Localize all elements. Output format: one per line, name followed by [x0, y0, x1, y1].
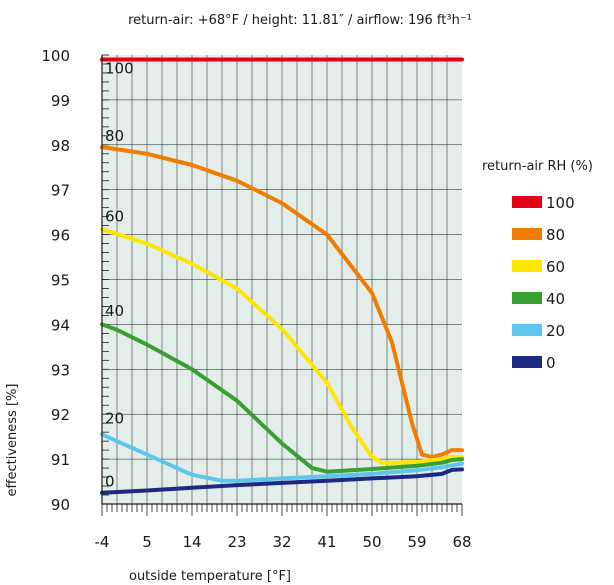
legend-label-80: 80: [546, 226, 565, 244]
line-label-0: 0: [105, 473, 115, 491]
line-label-60: 60: [105, 208, 124, 226]
line-label-80: 80: [105, 127, 124, 145]
x-tick-label: 50: [362, 533, 381, 551]
x-tick-label: 23: [227, 533, 246, 551]
legend-title: return-air RH (%): [482, 159, 593, 174]
legend: 100 80 60 40 20 0: [512, 194, 575, 372]
x-tick-label: 59: [407, 533, 426, 551]
line-label-100: 100: [105, 59, 134, 77]
legend-label-40: 40: [546, 290, 565, 308]
y-tick-label: 99: [51, 92, 70, 110]
series-layer: 100 80 60 40 20 0: [100, 57, 464, 495]
x-axis-title: outside temperature [°F]: [129, 569, 291, 584]
y-tick-label: 93: [51, 361, 70, 379]
y-tick-label: 90: [51, 496, 70, 514]
y-tick-label: 91: [51, 451, 70, 469]
legend-label-0: 0: [546, 354, 556, 372]
x-tick-label: 14: [182, 533, 201, 551]
series-line-80: [100, 145, 464, 459]
legend-swatch-80: [512, 228, 542, 240]
legend-label-100: 100: [546, 194, 575, 212]
x-tick-label: -4: [95, 533, 110, 551]
x-tick-label: 68: [452, 533, 471, 551]
x-tick-label: 41: [317, 533, 336, 551]
legend-label-20: 20: [546, 322, 565, 340]
legend-label-60: 60: [546, 258, 565, 276]
y-tick-label: 97: [51, 182, 70, 200]
legend-swatch-0: [512, 356, 542, 368]
y-tick-label: 94: [51, 316, 70, 334]
line-label-20: 20: [105, 410, 124, 428]
legend-swatch-20: [512, 324, 542, 336]
series-line-20: [100, 432, 464, 483]
y-tick-label: 92: [51, 406, 70, 424]
legend-swatch-60: [512, 260, 542, 272]
y-tick-label: 96: [51, 227, 70, 245]
legend-swatch-100: [512, 196, 542, 208]
y-tick-label: 100: [41, 47, 70, 65]
y-tick-label: 98: [51, 137, 70, 155]
x-tick-label: 5: [142, 533, 152, 551]
y-axis-title: effectiveness [%]: [5, 384, 20, 497]
tick-labels: 90 91 92 93 94 95 96 97 98 99 100 -4 5 14 23 32 41 50 59 68: [41, 47, 471, 551]
series-line-40: [100, 322, 464, 474]
minor-ticks: [101, 54, 463, 516]
series-line-60: [100, 227, 464, 465]
x-tick-label: 32: [272, 533, 291, 551]
axes: [101, 55, 462, 505]
chart-title: return-air: +68°F / height: 11.81″ / air…: [128, 13, 472, 28]
series-line-0: [100, 467, 464, 495]
y-tick-label: 95: [51, 272, 70, 290]
legend-swatch-40: [512, 292, 542, 304]
line-label-40: 40: [105, 302, 124, 320]
